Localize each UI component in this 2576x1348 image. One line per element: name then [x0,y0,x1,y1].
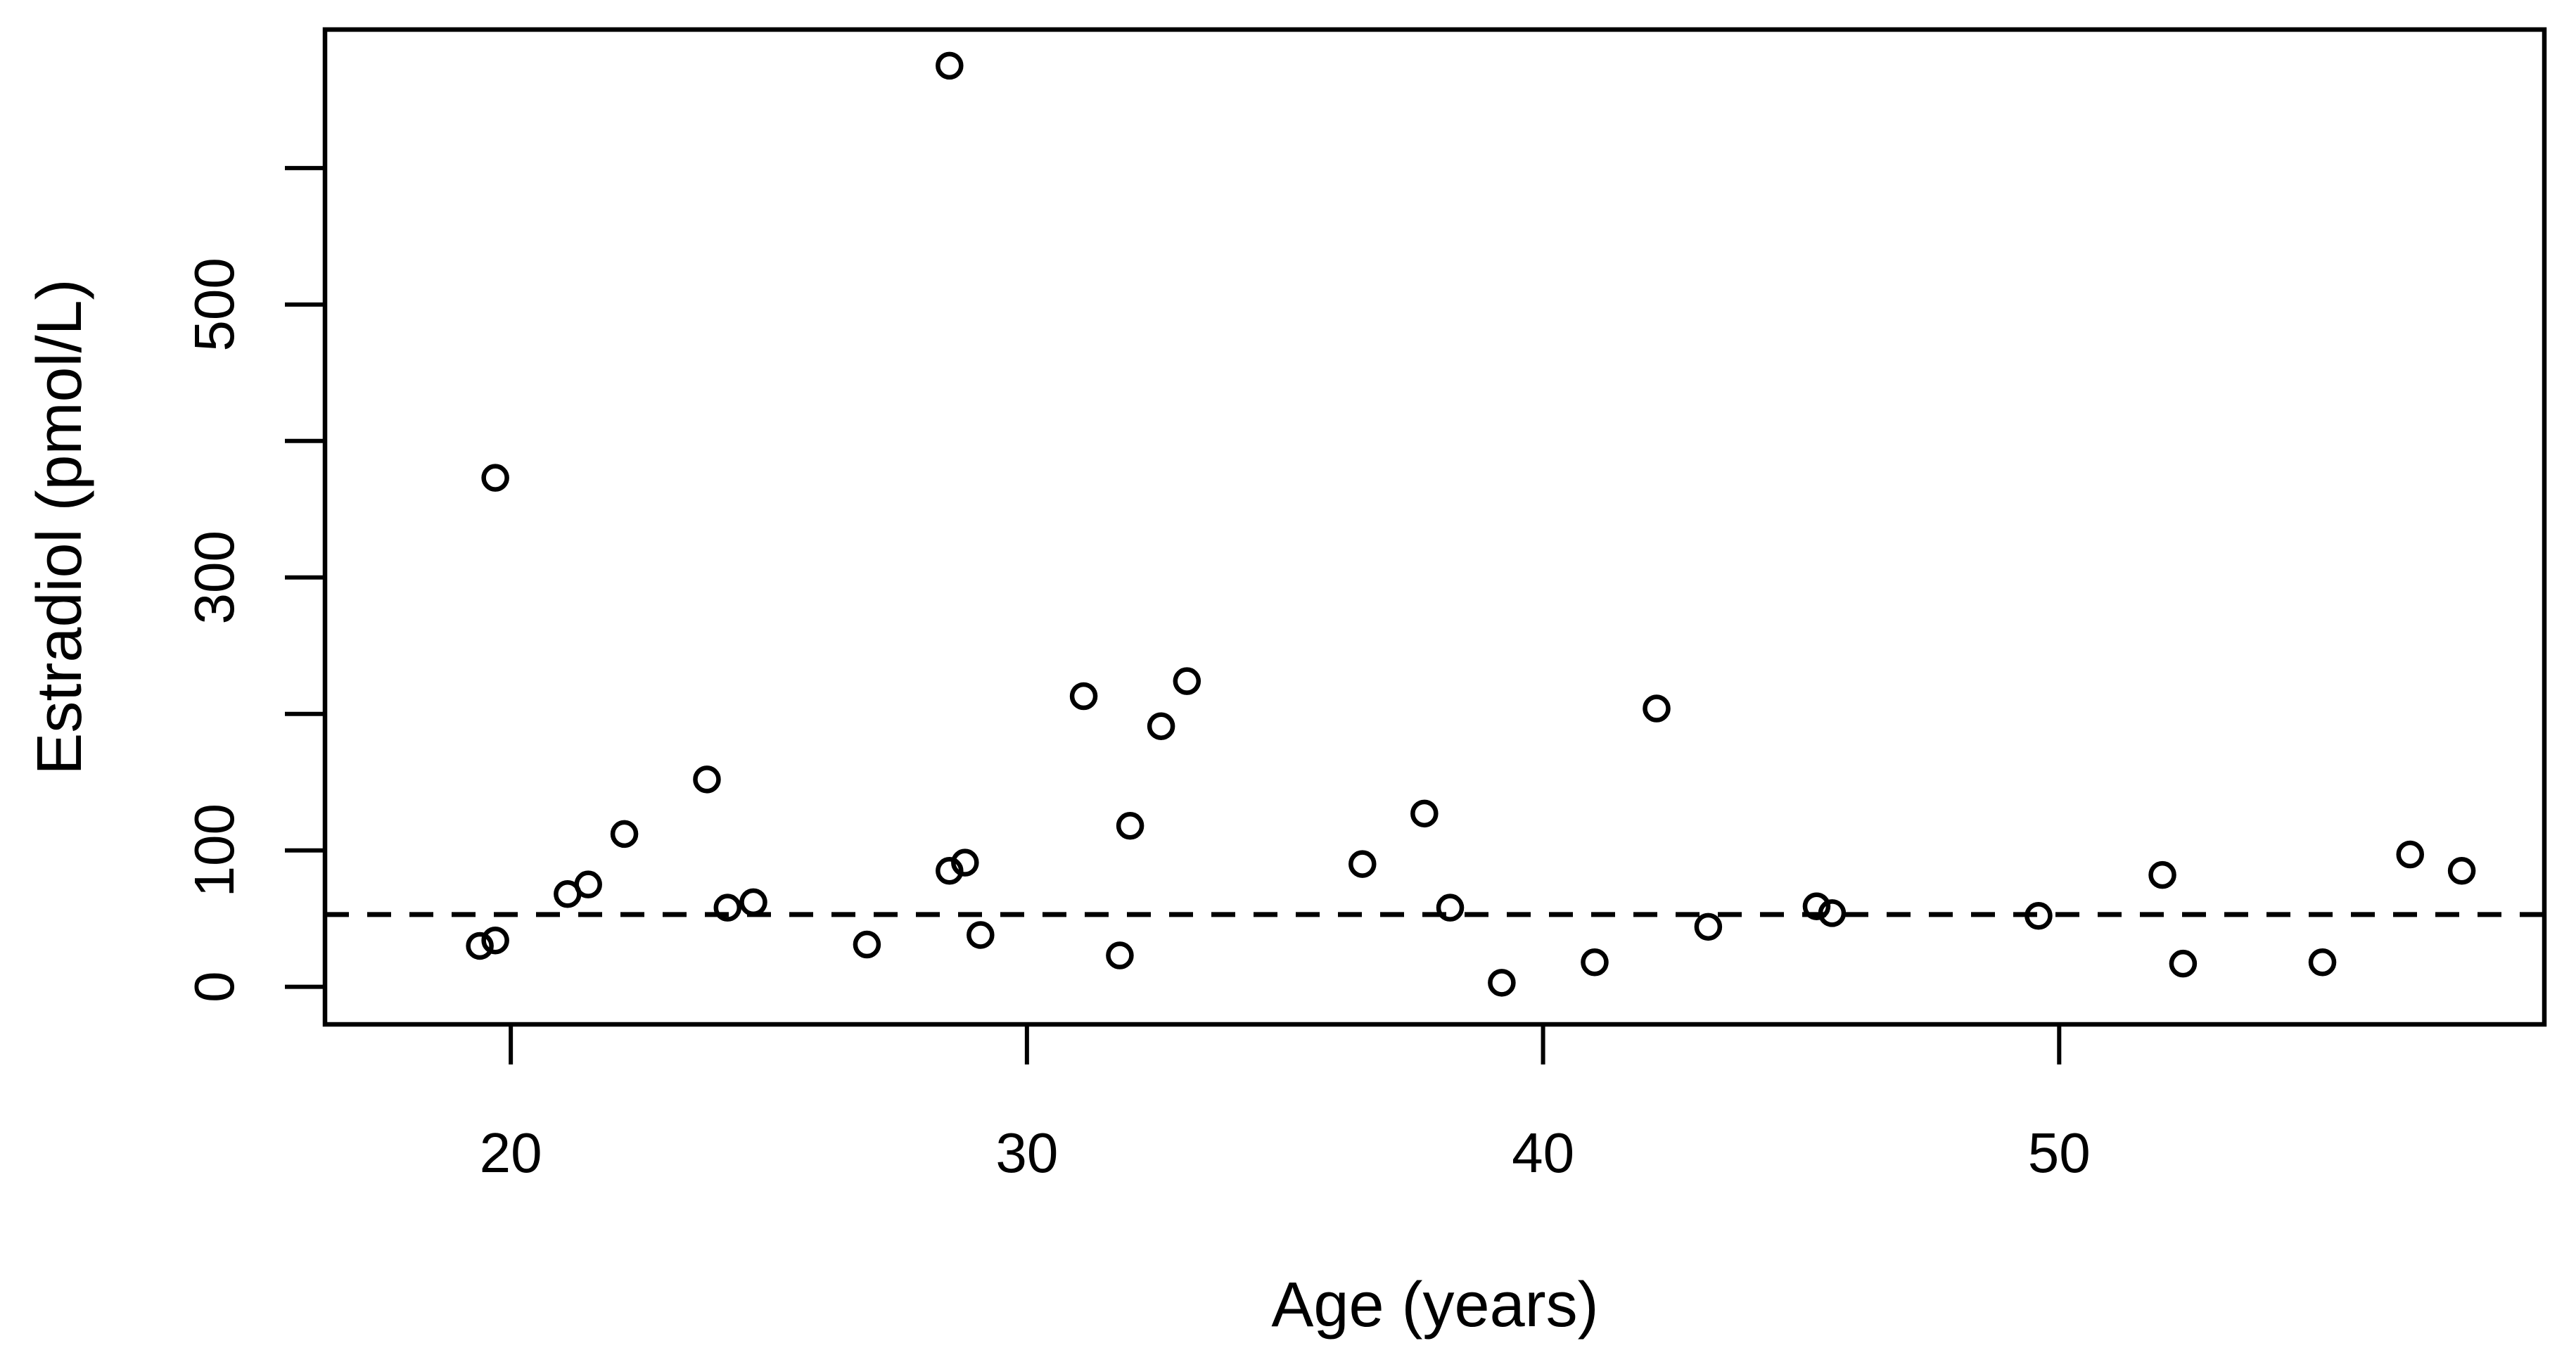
data-point [1802,892,1831,920]
data-point [1348,850,1377,878]
data-point [1694,913,1723,941]
data-point [2169,949,2198,978]
data-point [2396,840,2424,869]
data-point [466,931,494,960]
data-point [936,51,964,80]
data-point [481,464,509,492]
x-tick-label: 40 [1512,1121,1574,1184]
x-tick-label: 30 [995,1121,1058,1184]
plot-area-border [322,27,2547,1027]
data-point [1488,969,1516,997]
x-axis-ticks: 20 30 40 50 [480,1024,2091,1184]
data-point [1173,667,1201,695]
data-point [967,921,995,949]
data-point [1069,682,1098,711]
y-axis-title: Estradiol (pmol/L) [25,279,95,775]
data-points [466,51,2476,997]
data-point [1581,948,1609,977]
data-point [936,857,964,885]
x-tick-label: 50 [2028,1121,2091,1184]
data-point [693,765,721,794]
data-point [1410,799,1439,828]
data-point [1116,812,1144,840]
data-point [853,930,881,959]
data-point [481,926,509,955]
data-point [2148,860,2176,889]
data-point [1436,894,1465,922]
data-point [1106,941,1134,969]
data-point [2447,857,2476,885]
y-tick-label: 300 [183,530,246,624]
data-point [739,888,767,917]
data-point [2025,902,2053,930]
y-tick-label: 500 [183,257,246,351]
data-point [951,848,979,877]
data-point [610,820,639,848]
x-tick-label: 20 [480,1121,542,1184]
data-point [1147,712,1175,740]
y-tick-label: 0 [183,971,246,1003]
data-point [1818,899,1847,927]
data-point [2308,948,2337,977]
data-point [574,870,602,898]
data-point [1643,694,1671,723]
x-axis-title: Age (years) [1271,1270,1598,1340]
data-point [713,894,742,922]
y-tick-label: 100 [183,803,246,897]
y-axis-ticks: 0 100 300 500 [183,165,325,1003]
